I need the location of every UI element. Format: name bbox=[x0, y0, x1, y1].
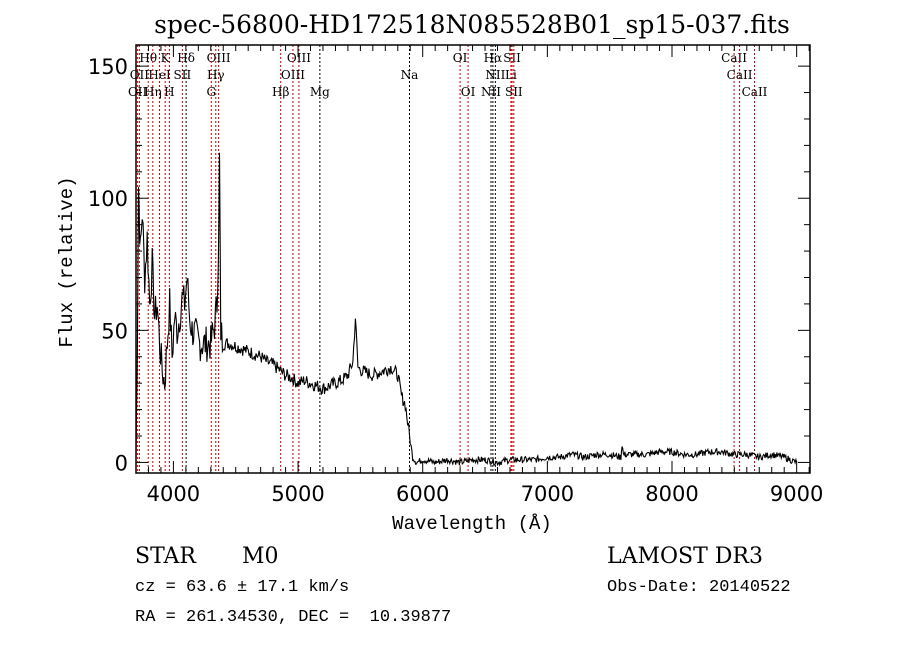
y-tick-label: 150 bbox=[88, 55, 128, 79]
x-tick-label: 4000 bbox=[147, 482, 200, 506]
x-tick-label: 7000 bbox=[521, 482, 574, 506]
line-marker-label: G bbox=[206, 85, 216, 99]
line-marker-label: H bbox=[164, 85, 174, 99]
x-tick-label: 6000 bbox=[396, 482, 449, 506]
object-class: STAR bbox=[135, 544, 197, 569]
plot-frame bbox=[135, 44, 811, 474]
y-tick-label: 100 bbox=[88, 187, 128, 211]
redshift-text: cz = 63.6 ± 17.1 km/s bbox=[135, 578, 349, 597]
survey-name: LAMOST DR3 bbox=[607, 544, 763, 569]
line-marker-label: OII bbox=[128, 85, 148, 99]
line-marker-label: Hα bbox=[484, 51, 503, 65]
line-marker-label: CaII bbox=[727, 68, 753, 82]
y-axis-label: Flux (relative) bbox=[56, 176, 78, 347]
x-tick-label: 5000 bbox=[271, 482, 324, 506]
line-marker-label: OIII bbox=[207, 51, 231, 65]
line-marker-label: Hδ bbox=[177, 51, 195, 65]
line-marker-label: Hθ bbox=[139, 51, 157, 65]
x-axis-label: Wavelength (Å) bbox=[392, 513, 552, 535]
line-marker-label: OIII bbox=[281, 68, 305, 82]
line-marker-label: SII bbox=[174, 68, 192, 82]
line-marker-label: Hβ bbox=[272, 85, 289, 99]
line-marker-label: OI bbox=[453, 51, 468, 65]
line-marker-label: K bbox=[161, 51, 171, 65]
line-marker-label: NII bbox=[485, 68, 505, 82]
x-tick-label: 9000 bbox=[770, 482, 823, 506]
obs-date: Obs-Date: 20140522 bbox=[607, 578, 791, 597]
line-marker-label: NII bbox=[481, 85, 501, 99]
axes: 4000 5000 6000 7000 8000 9000 0 50 100 150 bbox=[88, 45, 823, 506]
spectrum-line bbox=[135, 152, 798, 467]
line-marker-label: CaII bbox=[742, 85, 768, 99]
line-marker-label: Hη bbox=[144, 85, 162, 99]
line-marker-label: SII bbox=[505, 85, 523, 99]
coordinates: RA = 261.34530, DEC = 10.39877 bbox=[135, 608, 451, 627]
y-tick-label: 0 bbox=[115, 451, 128, 475]
line-marker-label: SII bbox=[503, 51, 521, 65]
line-marker-label: HeI bbox=[148, 68, 171, 82]
line-marker-label: Na bbox=[401, 68, 419, 82]
y-tick-label: 50 bbox=[101, 319, 128, 343]
series-layer bbox=[135, 152, 798, 467]
line-marker-label: Hγ bbox=[207, 68, 225, 82]
line-marker-label: Mg bbox=[310, 85, 330, 99]
line-marker-label: CaII bbox=[721, 51, 747, 65]
line-marker-label: OI bbox=[461, 85, 476, 99]
x-tick-label: 8000 bbox=[645, 482, 698, 506]
line-marker-label: OII bbox=[130, 68, 150, 82]
line-marker-label: Li bbox=[505, 68, 517, 82]
chart-title: spec-56800-HD172518N085528B01_sp15-037.f… bbox=[154, 10, 790, 39]
object-subclass: M0 bbox=[242, 544, 279, 569]
line-marker-label: OIII bbox=[287, 51, 311, 65]
